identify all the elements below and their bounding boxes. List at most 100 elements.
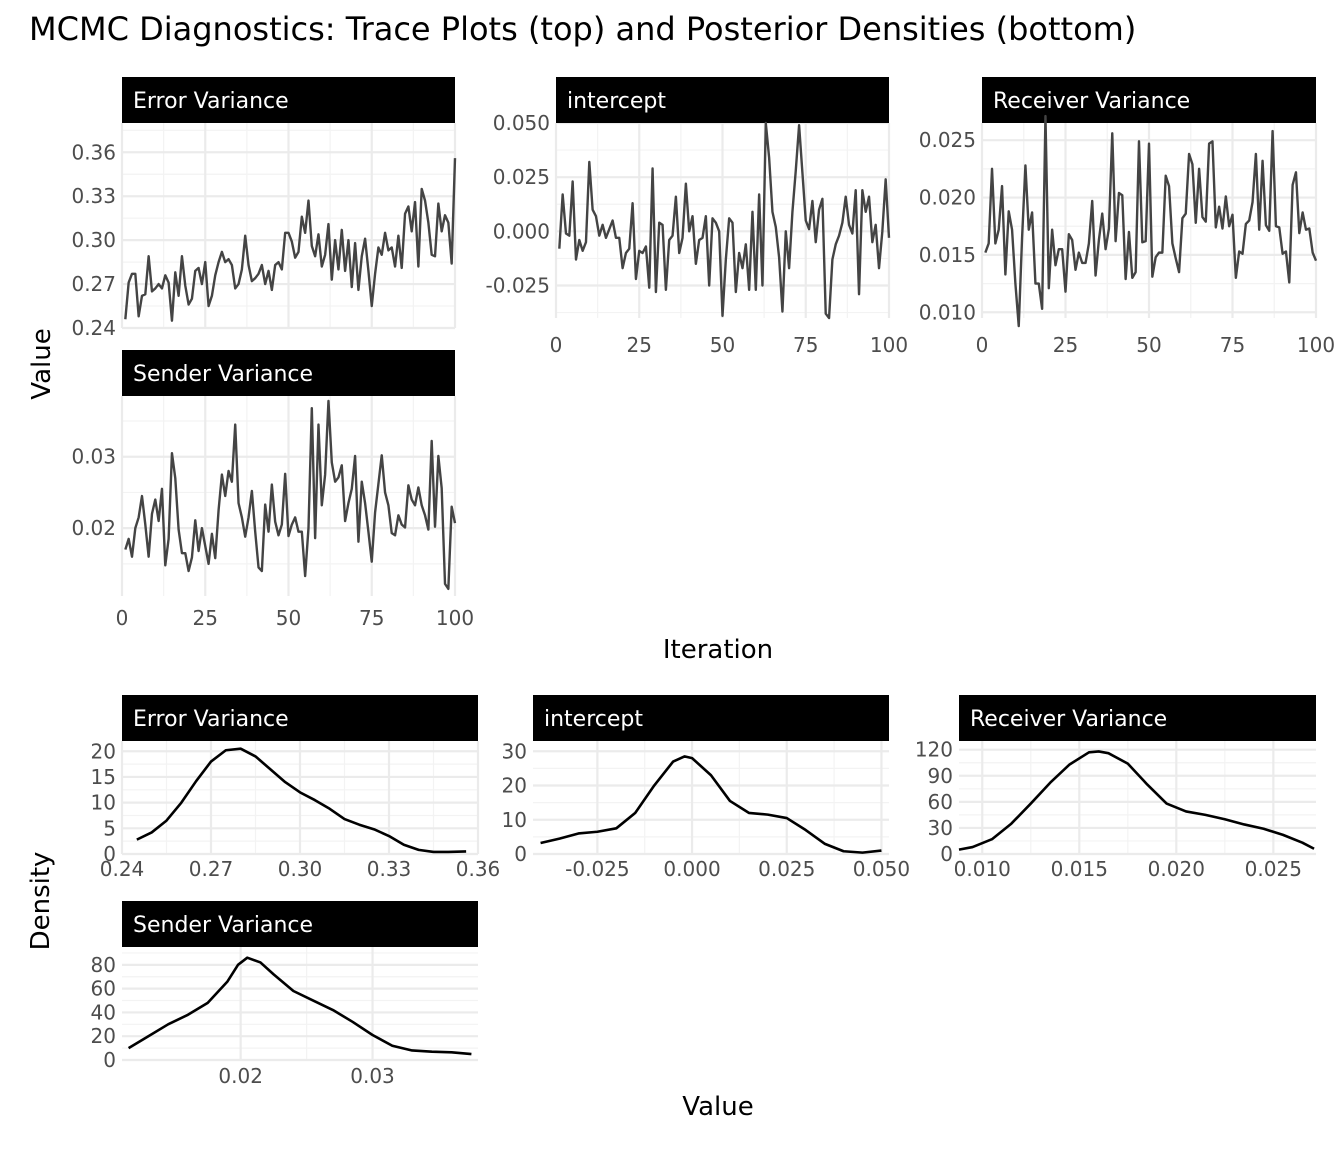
x-tick-label: 0.020 [1148, 857, 1205, 881]
y-tick-label: 0.020 [919, 186, 976, 210]
panel-strip-label: Error Variance [133, 707, 289, 732]
y-tick-label: 20 [502, 774, 527, 798]
y-tick-label: 0.010 [919, 300, 976, 324]
x-tick-label: 25 [627, 333, 652, 357]
y-tick-label: 0.33 [71, 184, 116, 208]
x-tick-label: 0.33 [367, 857, 412, 881]
y-tick-label: 40 [91, 1000, 116, 1024]
panel-strip [533, 695, 889, 741]
panel-strip-label: intercept [544, 707, 643, 732]
y-tick-label: 0.050 [493, 111, 550, 135]
y-tick-label: 120 [915, 738, 953, 762]
y-tick-label: 60 [91, 977, 116, 1001]
x-tick-label: 50 [1136, 333, 1161, 357]
y-tick-label: 30 [928, 816, 953, 840]
x-tick-label: 0 [976, 333, 989, 357]
y-tick-label: 60 [928, 790, 953, 814]
y-tick-label: 20 [91, 1024, 116, 1048]
x-tick-label: 25 [1053, 333, 1078, 357]
y-tick-label: 0.36 [71, 140, 116, 164]
y-tick-label: 10 [91, 791, 116, 815]
x-tick-label: 75 [359, 606, 384, 630]
panel-strip-label: intercept [567, 89, 666, 114]
x-tick-label: 0 [550, 333, 563, 357]
x-tick-label: 50 [276, 606, 301, 630]
y-tick-label: 5 [103, 816, 116, 840]
x-tick-label: 0.025 [1245, 857, 1302, 881]
x-tick-label: -0.025 [565, 857, 629, 881]
trace-series-line [984, 114, 1318, 328]
x-tick-label: 0.36 [456, 857, 501, 881]
density-curve [127, 956, 472, 1056]
y-tick-label: 0 [514, 842, 527, 866]
x-tick-label: 75 [1220, 333, 1245, 357]
density-x-axis-title: Value [682, 1092, 753, 1122]
y-tick-label: 0.02 [71, 516, 116, 540]
x-tick-label: 0.025 [758, 857, 815, 881]
x-tick-label: 0.010 [954, 857, 1011, 881]
panel-strip-label: Receiver Variance [970, 707, 1167, 732]
x-tick-label: 25 [193, 606, 218, 630]
trace-x-axis-title: Iteration [663, 635, 773, 665]
x-tick-label: 0.24 [100, 857, 145, 881]
y-tick-label: 0 [103, 842, 116, 866]
panel-strip [982, 77, 1316, 123]
trace-panel-error-variance: 0.24 0.27 0.30 0.33 0.36 Error Variance [71, 77, 457, 340]
y-tick-label: 0.24 [71, 316, 116, 340]
x-tick-label: 0.02 [218, 1064, 263, 1088]
x-tick-label: 0.30 [278, 857, 323, 881]
y-tick-label: 90 [928, 764, 953, 788]
panel-strip [122, 77, 455, 123]
panel-strip [122, 350, 455, 396]
x-tick-label: 100 [870, 333, 908, 357]
trace-series-line [558, 121, 891, 320]
panel-strip-label: Sender Variance [133, 913, 313, 938]
trace-y-axis-title: Value [27, 328, 57, 399]
y-tick-label: 10 [502, 808, 527, 832]
trace-series-line [124, 399, 457, 591]
y-tick-label: 30 [502, 739, 527, 763]
y-tick-label: 0.015 [919, 243, 976, 267]
y-tick-label: 0.30 [71, 228, 116, 252]
x-tick-label: 75 [793, 333, 818, 357]
panel-strip [556, 77, 889, 123]
y-tick-label: 0.27 [71, 272, 116, 296]
trace-panel-intercept: 0 25 50 75 100 -0.025 0.000 0.025 0.050 intercept [486, 77, 908, 357]
y-tick-label: 0.03 [71, 445, 116, 469]
panel-strip-label: Error Variance [133, 89, 289, 114]
y-tick-label: 0.025 [919, 128, 976, 152]
trace-series-line [124, 158, 457, 322]
x-tick-label: 0.000 [663, 857, 720, 881]
y-tick-label: 15 [91, 765, 116, 789]
y-tick-label: -0.025 [486, 274, 550, 298]
figure-title: MCMC Diagnostics: Trace Plots (top) and … [29, 10, 1136, 48]
panel-strip [122, 901, 478, 947]
density-curve [136, 747, 467, 854]
y-tick-label: 20 [91, 739, 116, 763]
y-tick-label: 0 [103, 1048, 116, 1072]
x-tick-label: 0.27 [189, 857, 234, 881]
trace-panel-receiver-variance: 0 25 50 75 100 0.010 0.015 0.020 0.025 Receiver V… [919, 77, 1335, 357]
density-curve [958, 750, 1315, 851]
x-tick-label: 0 [116, 606, 129, 630]
trace-panel-sender-variance: 0 25 50 75 100 0.02 0.03 Sender Variance [71, 350, 474, 630]
density-y-axis-title: Density [26, 852, 56, 951]
density-curve [540, 755, 882, 854]
panel-strip [122, 695, 478, 741]
x-tick-label: 50 [710, 333, 735, 357]
x-tick-label: 0.015 [1051, 857, 1108, 881]
x-tick-label: 0.03 [350, 1064, 395, 1088]
x-tick-label: 100 [1297, 333, 1335, 357]
panel-strip [959, 695, 1316, 741]
x-tick-label: 100 [436, 606, 474, 630]
panel-strip-label: Sender Variance [133, 362, 313, 387]
y-tick-label: 0.025 [493, 165, 550, 189]
x-tick-label: 0.050 [853, 857, 910, 881]
y-tick-label: 0 [940, 842, 953, 866]
y-tick-label: 0.000 [493, 219, 550, 243]
y-tick-label: 80 [91, 953, 116, 977]
